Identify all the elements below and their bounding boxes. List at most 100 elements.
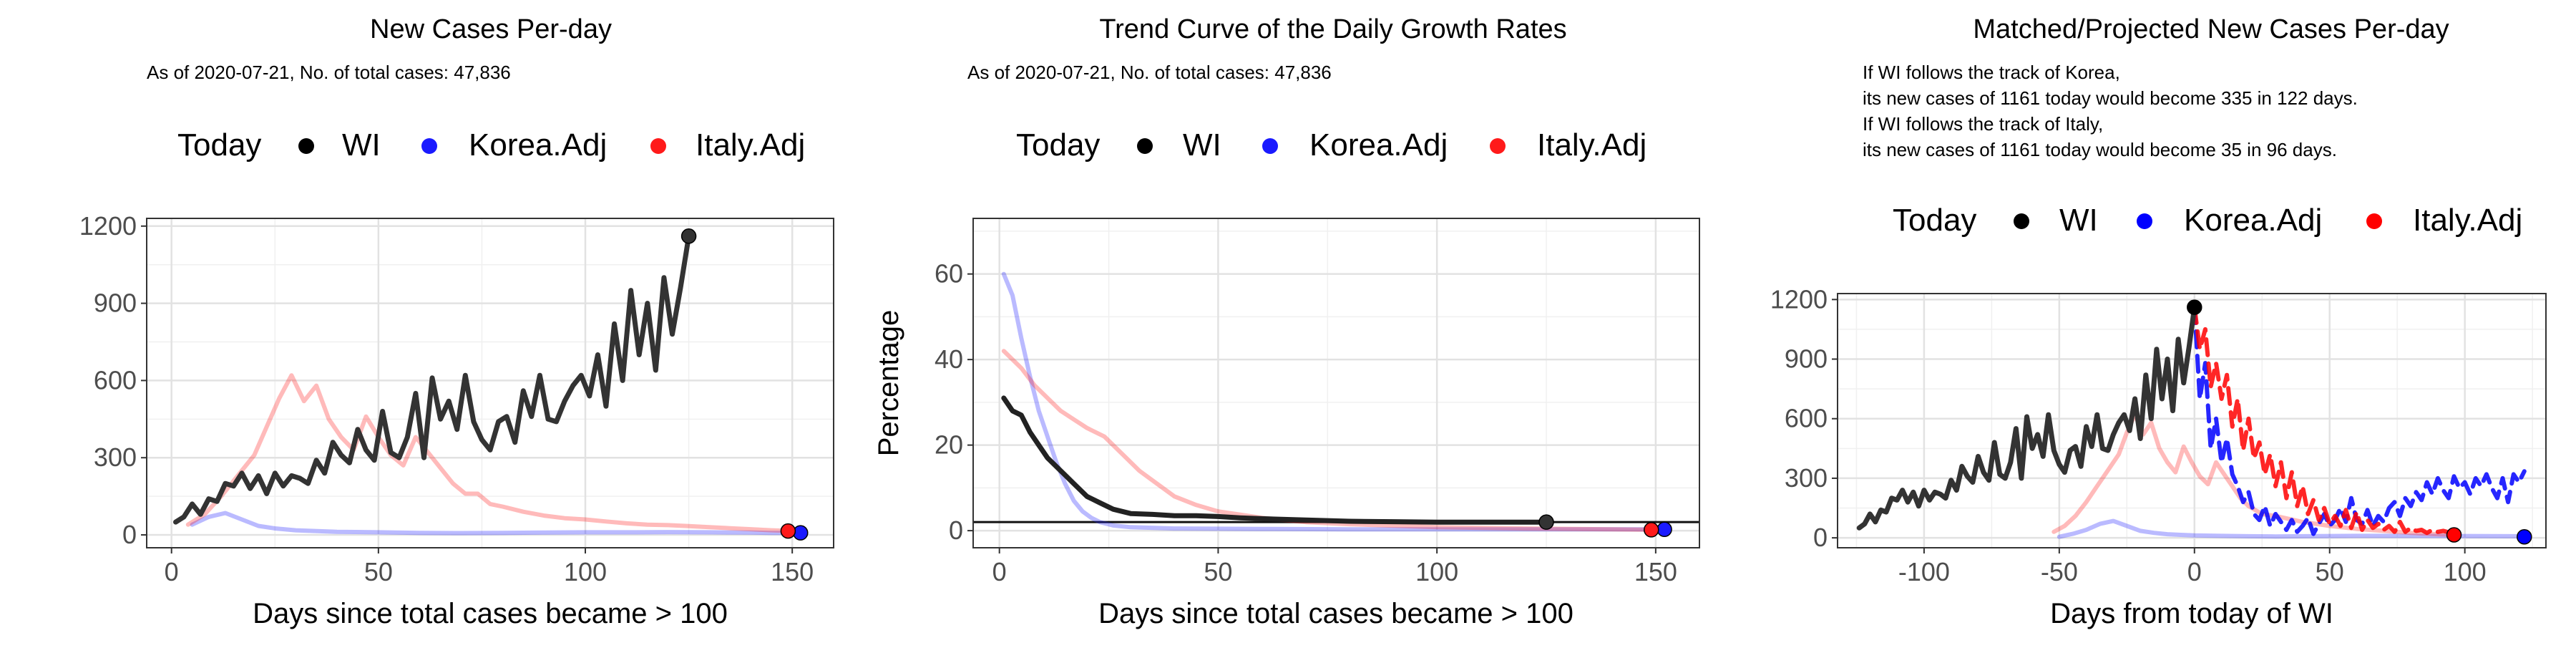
chart-subtitle-line: If WI follows the track of Korea, bbox=[1863, 62, 2120, 83]
series-line-italy-adj bbox=[185, 373, 795, 533]
y-tick-label: 300 bbox=[94, 443, 137, 472]
legend-key-italy bbox=[2366, 213, 2382, 229]
legend-label-italy: Italy.Adj bbox=[1537, 127, 1646, 163]
gridlines bbox=[973, 218, 1699, 548]
legend-key-wi bbox=[2014, 213, 2029, 229]
chart-title: New Cases Per-day bbox=[370, 14, 612, 44]
today-points bbox=[2187, 299, 2532, 545]
series-line-italy-adj bbox=[2051, 412, 2457, 537]
x-tick-label: 50 bbox=[1204, 557, 1232, 586]
today-point-wi bbox=[1538, 514, 1554, 530]
y-tick-label: 600 bbox=[1785, 404, 1828, 433]
legend-key-korea bbox=[421, 138, 437, 154]
series-line-italy-adj-projected bbox=[2192, 305, 2457, 536]
today-points bbox=[1538, 514, 1672, 538]
legend-label-wi: WI bbox=[342, 127, 381, 163]
x-tick-label: 50 bbox=[2316, 557, 2344, 586]
plot-border bbox=[146, 218, 834, 548]
legend-label-korea: Korea.Adj bbox=[1309, 127, 1448, 163]
legend-key-korea bbox=[1262, 138, 1278, 154]
today-point-korea-adj bbox=[1657, 521, 1672, 538]
gridlines bbox=[147, 218, 834, 548]
legend-label-korea: Korea.Adj bbox=[469, 127, 607, 163]
plot-background bbox=[147, 218, 834, 548]
legend-title: Today bbox=[177, 127, 261, 163]
plot-border bbox=[972, 218, 1700, 548]
chart-subtitle-line: If WI follows the track of Italy, bbox=[1863, 113, 2103, 135]
x-tick-label: 100 bbox=[1415, 557, 1458, 586]
series-line-wi bbox=[173, 233, 692, 525]
legend-label-wi: WI bbox=[2059, 203, 2098, 238]
x-axis-ticks: -100 -50 0 50 100 bbox=[1898, 548, 2487, 586]
series-line-italy-adj bbox=[1001, 349, 1654, 532]
legend-key-italy bbox=[650, 138, 666, 154]
x-axis-ticks: 0 50 100 150 bbox=[992, 548, 1677, 586]
x-tick-label: 50 bbox=[364, 557, 393, 586]
legend: Today WI Korea.Adj Italy.Adj bbox=[177, 127, 805, 163]
today-point-wi bbox=[2187, 299, 2202, 315]
x-tick-label: 150 bbox=[1634, 557, 1677, 586]
panel-projected-cases: Matched/Projected New Cases Per-day If W… bbox=[1770, 14, 2547, 629]
legend-label-italy: Italy.Adj bbox=[2413, 203, 2522, 238]
today-point-italy-adj bbox=[1643, 522, 1659, 538]
chart-title: Trend Curve of the Daily Growth Rates bbox=[1099, 14, 1566, 44]
today-point-korea-adj bbox=[2517, 528, 2532, 545]
panel-growth-rates: Trend Curve of the Daily Growth Rates As… bbox=[873, 14, 1700, 629]
legend-key-wi bbox=[298, 138, 314, 154]
y-tick-label: 0 bbox=[1813, 523, 1828, 552]
plot-area: -100 -50 0 50 100 0 300 600 900 1200 bbox=[1770, 284, 2547, 586]
x-axis-label: Days from today of WI bbox=[2050, 598, 2333, 629]
y-tick-label: 1200 bbox=[1770, 284, 1828, 314]
y-tick-label: 900 bbox=[1785, 344, 1828, 374]
legend-title: Today bbox=[1893, 203, 1976, 238]
series-lines bbox=[1001, 271, 1667, 532]
y-axis-label: Percentage bbox=[873, 310, 904, 457]
y-tick-label: 1200 bbox=[79, 211, 137, 241]
legend-label-korea: Korea.Adj bbox=[2184, 203, 2322, 238]
series-line-korea-adj bbox=[190, 511, 803, 536]
y-axis-ticks: 0 20 40 60 bbox=[935, 259, 973, 545]
series-line-wi bbox=[1856, 304, 2197, 531]
chart-subtitle: As of 2020-07-21, No. of total cases: 47… bbox=[967, 62, 1332, 83]
gridlines bbox=[1838, 294, 2546, 548]
chart-title: Matched/Projected New Cases Per-day bbox=[1973, 14, 2449, 44]
x-tick-label: 0 bbox=[992, 557, 1007, 586]
y-tick-label: 20 bbox=[935, 430, 963, 460]
series-line-korea-adj bbox=[2057, 518, 2522, 539]
x-tick-label: 150 bbox=[771, 557, 814, 586]
y-tick-label: 300 bbox=[1785, 463, 1828, 493]
chart-subtitle: As of 2020-07-21, No. of total cases: 47… bbox=[147, 62, 511, 83]
today-points bbox=[680, 228, 809, 541]
x-tick-label: -50 bbox=[2041, 557, 2078, 586]
series-lines bbox=[173, 233, 803, 536]
x-tick-label: 100 bbox=[564, 557, 607, 586]
y-tick-label: 0 bbox=[949, 516, 963, 545]
x-tick-label: 0 bbox=[2187, 557, 2202, 586]
y-tick-label: 60 bbox=[935, 259, 963, 289]
plot-area: 0 50 100 150 0 300 600 900 1200 bbox=[79, 211, 834, 586]
legend-label-italy: Italy.Adj bbox=[696, 127, 805, 163]
plot-border bbox=[1837, 293, 2547, 548]
chart-subtitle-line: its new cases of 1161 today would become… bbox=[1863, 139, 2337, 160]
legend-key-wi bbox=[1137, 138, 1153, 154]
chart-subtitle-line: its new cases of 1161 today would become… bbox=[1863, 87, 2358, 109]
today-point-italy-adj bbox=[2446, 527, 2462, 543]
legend-key-korea bbox=[2137, 213, 2152, 229]
legend-title: Today bbox=[1016, 127, 1100, 163]
series-lines bbox=[1856, 304, 2527, 539]
x-axis-ticks: 0 50 100 150 bbox=[165, 548, 814, 586]
legend-label-wi: WI bbox=[1183, 127, 1221, 163]
y-tick-label: 600 bbox=[94, 365, 137, 395]
today-point-italy-adj bbox=[780, 523, 796, 539]
x-tick-label: -100 bbox=[1898, 557, 1950, 586]
series-line-wi bbox=[1001, 395, 1549, 525]
x-tick-label: 100 bbox=[2444, 557, 2487, 586]
legend: Today WI Korea.Adj Italy.Adj bbox=[1016, 127, 1646, 163]
panel-new-cases: New Cases Per-day As of 2020-07-21, No. … bbox=[79, 14, 834, 629]
y-tick-label: 900 bbox=[94, 289, 137, 318]
legend-key-italy bbox=[1490, 138, 1506, 154]
y-axis-ticks: 0 300 600 900 1200 bbox=[79, 211, 147, 549]
x-axis-label: Days since total cases became > 100 bbox=[253, 598, 728, 629]
